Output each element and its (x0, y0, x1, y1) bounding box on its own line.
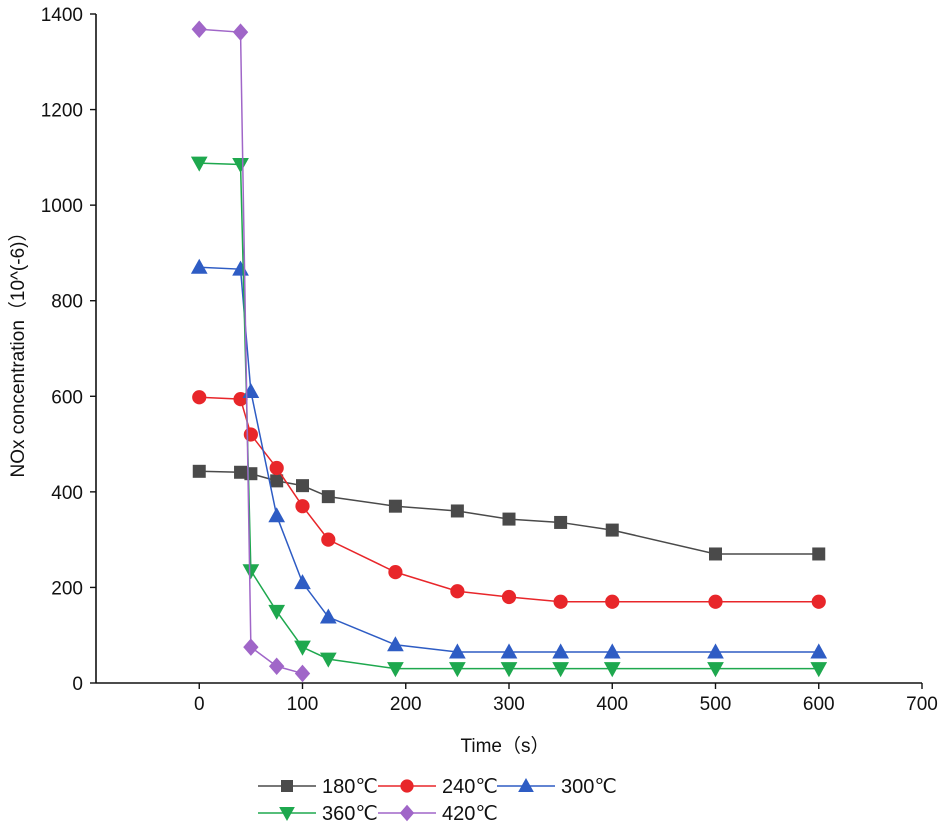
data-point (553, 594, 568, 609)
x-tick-label: 500 (700, 694, 732, 715)
data-point (450, 504, 464, 518)
data-point (387, 636, 404, 652)
data-point (388, 565, 403, 580)
series-3 (190, 156, 828, 678)
data-point (707, 643, 724, 659)
data-point (294, 640, 311, 656)
x-tick-label: 100 (287, 694, 319, 715)
data-point (552, 643, 569, 659)
series-line (199, 396, 819, 603)
legend-marker (279, 807, 295, 822)
data-point (269, 460, 284, 476)
x-tick-label: 300 (493, 694, 525, 715)
x-tick-label: 0 (194, 694, 205, 715)
y-tick-label: 800 (51, 292, 83, 313)
data-point (270, 474, 284, 488)
data-point (449, 662, 466, 678)
x-axis-title: Time（s） (460, 735, 549, 757)
data-point (268, 604, 286, 620)
data-point (554, 515, 568, 529)
y-tick-label: 0 (72, 674, 83, 695)
data-point (232, 158, 249, 174)
data-point (242, 564, 260, 580)
data-point (387, 662, 404, 678)
data-point (810, 662, 828, 678)
y-tick-label: 1200 (41, 101, 83, 122)
data-point (501, 589, 517, 605)
data-point (296, 479, 309, 493)
data-point (192, 464, 206, 478)
data-point (294, 664, 311, 683)
data-point (500, 643, 518, 659)
y-tick-label: 600 (51, 387, 83, 408)
data-point (244, 467, 258, 481)
series-0 (192, 464, 826, 561)
data-point (811, 594, 826, 609)
y-tick-label: 200 (51, 578, 83, 599)
data-point (605, 594, 620, 609)
legend-label: 180℃ (322, 776, 378, 798)
data-point (502, 512, 516, 526)
y-axis-title: NOx concentration（10^(-6)） (7, 223, 29, 478)
data-point (269, 657, 285, 676)
series-1 (192, 390, 826, 609)
y-tick-label: 1000 (41, 196, 83, 217)
legend-label: 240℃ (442, 776, 498, 798)
data-point (191, 20, 207, 39)
data-point (295, 499, 310, 514)
data-point (321, 532, 336, 547)
legend-label: 300℃ (561, 776, 617, 798)
data-point (319, 608, 337, 624)
legend-item: 240℃ (378, 776, 498, 798)
data-point (552, 662, 569, 678)
data-point (243, 638, 259, 656)
x-tick-label: 200 (390, 694, 422, 715)
data-point (321, 490, 335, 504)
data-point (810, 643, 828, 659)
data-point (449, 643, 466, 659)
data-point (268, 507, 286, 523)
data-point (812, 547, 826, 561)
legend-item: 180℃ (258, 776, 378, 798)
x-tick-label: 700 (906, 694, 938, 715)
data-point (450, 584, 465, 599)
legend-item: 300℃ (497, 776, 617, 798)
legend-marker (399, 804, 415, 822)
y-tick-label: 400 (51, 483, 83, 504)
series-2 (190, 258, 828, 659)
legend-item: 420℃ (378, 803, 498, 825)
legend-marker (518, 777, 534, 792)
legend: 180℃ 240℃ 300℃ 360℃ 420℃ (258, 776, 617, 825)
legend-label: 360℃ (322, 803, 378, 825)
legend-marker (281, 780, 293, 792)
legend-marker (400, 779, 414, 793)
data-point (605, 523, 619, 537)
series-4 (191, 20, 311, 683)
x-tick-label: 600 (803, 694, 835, 715)
series-layer (190, 20, 828, 683)
data-point (388, 499, 402, 513)
data-point (709, 547, 722, 561)
data-point (319, 652, 337, 668)
data-point (603, 643, 621, 659)
y-tick-label: 1400 (41, 5, 83, 26)
data-point (707, 662, 724, 678)
data-point (294, 574, 311, 590)
x-tick-label: 400 (596, 694, 628, 715)
data-point (603, 662, 621, 678)
data-point (243, 427, 258, 442)
data-point (192, 390, 207, 405)
legend-item: 360℃ (258, 803, 378, 825)
data-point (190, 156, 208, 172)
axes: 0 100 200 300 400 500 600 700 0 200 400 600 800 1000 1… (41, 5, 938, 715)
data-point (500, 662, 518, 678)
data-point (708, 594, 723, 609)
legend-label: 420℃ (442, 803, 498, 825)
data-point (232, 23, 249, 41)
data-point (190, 258, 208, 274)
